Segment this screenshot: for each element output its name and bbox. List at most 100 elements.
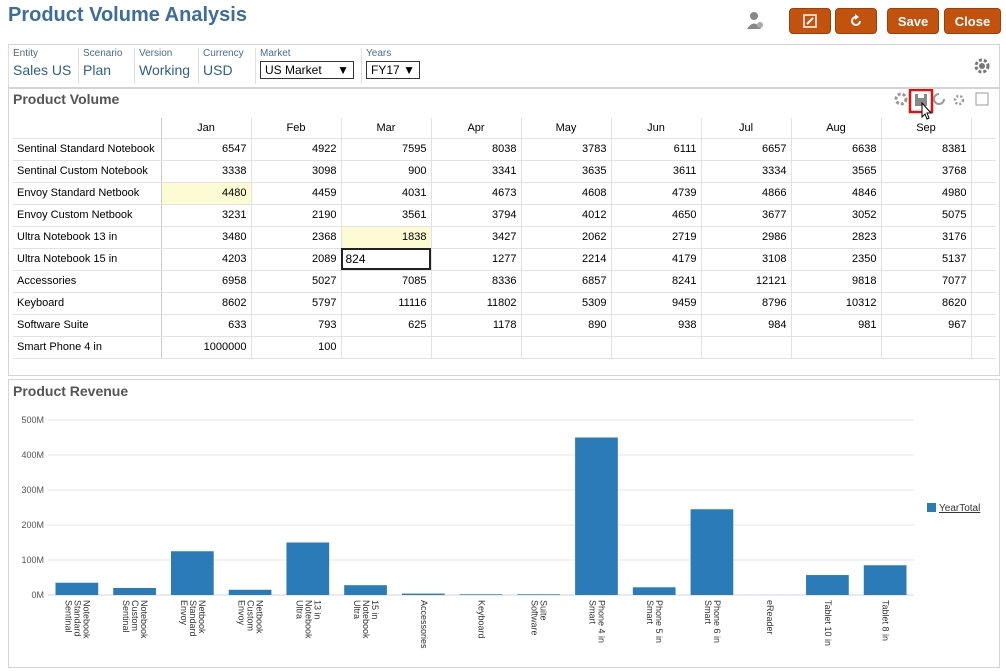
pov-value[interactable]: USD — [203, 62, 233, 78]
grid-cell[interactable]: 4673 — [431, 182, 522, 205]
grid-cell[interactable]: 984 — [701, 314, 792, 337]
grid-cell[interactable]: 4846 — [791, 182, 882, 205]
grid-cell[interactable]: 6638 — [791, 138, 882, 161]
grid-cell[interactable]: 3427 — [431, 226, 522, 249]
grid-cell[interactable]: 5797 — [251, 292, 342, 315]
grid-cell[interactable]: 7085 — [341, 270, 432, 293]
grid-cell[interactable]: 938 — [611, 314, 702, 337]
grid-cell[interactable]: 100 — [251, 336, 342, 359]
grid-cell[interactable]: 11116 — [341, 292, 432, 315]
grid-cell[interactable]: 8336 — [431, 270, 522, 293]
grid-cell[interactable]: 2986 — [701, 226, 792, 249]
grid-cell[interactable]: 1277 — [431, 248, 522, 271]
grid-cell[interactable]: 4031 — [341, 182, 432, 205]
grid-cell[interactable]: 4012 — [521, 204, 612, 227]
grid-cell[interactable]: 12121 — [701, 270, 792, 293]
grid-cell[interactable]: 3480 — [161, 226, 252, 249]
grid-cell[interactable] — [521, 336, 612, 359]
grid-cell[interactable]: 6958 — [161, 270, 252, 293]
grid-cell[interactable]: 6657 — [701, 138, 792, 161]
pov-value[interactable]: Sales US — [13, 62, 72, 78]
grid-cell[interactable]: 4980 — [881, 182, 972, 205]
pov-select[interactable]: US Market ▼ — [260, 61, 354, 79]
pov-value[interactable]: Working — [139, 62, 191, 78]
grid-cell[interactable]: 4179 — [611, 248, 702, 271]
grid-cell[interactable]: 3098 — [251, 160, 342, 183]
grid-cell[interactable]: 3565 — [791, 160, 882, 183]
grid-cell[interactable]: 8038 — [431, 138, 522, 161]
refresh-button[interactable] — [835, 8, 877, 34]
grid-cell[interactable]: 793 — [251, 314, 342, 337]
grid-cell[interactable]: 8796 — [701, 292, 792, 315]
grid-cell[interactable]: 7077 — [881, 270, 972, 293]
grid-cell[interactable]: 8620 — [881, 292, 972, 315]
grid-cell[interactable]: 4203 — [161, 248, 252, 271]
grid-cell[interactable]: 3108 — [701, 248, 792, 271]
grid-cell[interactable]: 890 — [521, 314, 612, 337]
grid-cell[interactable]: 6111 — [611, 138, 702, 161]
grid-cell[interactable]: 824 — [341, 248, 432, 271]
grid-cell[interactable]: 1178 — [431, 314, 522, 337]
grid-cell[interactable]: 2062 — [521, 226, 612, 249]
grid-cell[interactable]: 2350 — [791, 248, 882, 271]
grid-cell[interactable]: 3677 — [701, 204, 792, 227]
grid-cell[interactable]: 5309 — [521, 292, 612, 315]
grid-cell[interactable]: 4480 — [161, 182, 252, 205]
grid-cell[interactable]: 6547 — [161, 138, 252, 161]
grid-cell[interactable]: 11802 — [431, 292, 522, 315]
grid-cell[interactable]: 981 — [791, 314, 882, 337]
grid-cell[interactable]: 3052 — [791, 204, 882, 227]
grid-cell[interactable]: 3783 — [521, 138, 612, 161]
grid-cell[interactable]: 4866 — [701, 182, 792, 205]
grid-cell[interactable]: 3768 — [881, 160, 972, 183]
user-icon[interactable] — [746, 10, 766, 32]
grid-cell[interactable]: 4739 — [611, 182, 702, 205]
grid-cell[interactable]: 2190 — [251, 204, 342, 227]
grid-cell[interactable]: 9459 — [611, 292, 702, 315]
pov-settings[interactable] — [973, 57, 991, 75]
grid-cell[interactable]: 2368 — [251, 226, 342, 249]
grid-cell[interactable]: 2823 — [791, 226, 882, 249]
close-button[interactable]: Close — [944, 8, 1001, 34]
grid-cell[interactable]: 3334 — [701, 160, 792, 183]
grid-cell[interactable]: 5137 — [881, 248, 972, 271]
grid-cell[interactable]: 3561 — [341, 204, 432, 227]
grid-cell[interactable]: 9818 — [791, 270, 882, 293]
pov-value[interactable]: Plan — [83, 62, 112, 78]
grid-cell[interactable]: 2089 — [251, 248, 342, 271]
grid-cell[interactable]: 4608 — [521, 182, 612, 205]
pov-select[interactable]: FY17 ▼ — [366, 61, 420, 79]
edit-button[interactable] — [789, 8, 831, 34]
grid-cell[interactable]: 1000000 — [161, 336, 252, 359]
grid-cell[interactable]: 4922 — [251, 138, 342, 161]
grid-cell[interactable] — [881, 336, 972, 359]
grid-cell[interactable] — [341, 336, 432, 359]
grid-cell[interactable]: 1838 — [341, 226, 432, 249]
grid-cell[interactable]: 10312 — [791, 292, 882, 315]
grid-cell[interactable]: 625 — [341, 314, 432, 337]
grid-cell[interactable]: 7595 — [341, 138, 432, 161]
grid-cell[interactable]: 3341 — [431, 160, 522, 183]
grid-cell[interactable] — [431, 336, 522, 359]
grid-cell[interactable]: 5075 — [881, 204, 972, 227]
grid-cell[interactable]: 3794 — [431, 204, 522, 227]
grid-cell[interactable] — [701, 336, 792, 359]
grid-cell[interactable] — [611, 336, 702, 359]
grid-cell[interactable]: 3176 — [881, 226, 972, 249]
grid-cell[interactable]: 3635 — [521, 160, 612, 183]
grid-cell[interactable]: 3611 — [611, 160, 702, 183]
save-button[interactable]: Save — [887, 8, 939, 34]
grid-cell[interactable]: 4459 — [251, 182, 342, 205]
grid-cell[interactable]: 4650 — [611, 204, 702, 227]
grid-cell[interactable]: 8241 — [611, 270, 702, 293]
grid-cell[interactable]: 6857 — [521, 270, 612, 293]
grid-cell[interactable]: 3231 — [161, 204, 252, 227]
grid-cell[interactable]: 967 — [881, 314, 972, 337]
grid-cell[interactable]: 633 — [161, 314, 252, 337]
grid-cell[interactable]: 900 — [341, 160, 432, 183]
grid-cell[interactable]: 2214 — [521, 248, 612, 271]
grid-cell[interactable]: 2719 — [611, 226, 702, 249]
grid-cell[interactable]: 8381 — [881, 138, 972, 161]
grid-cell[interactable]: 8602 — [161, 292, 252, 315]
grid-cell[interactable] — [791, 336, 882, 359]
